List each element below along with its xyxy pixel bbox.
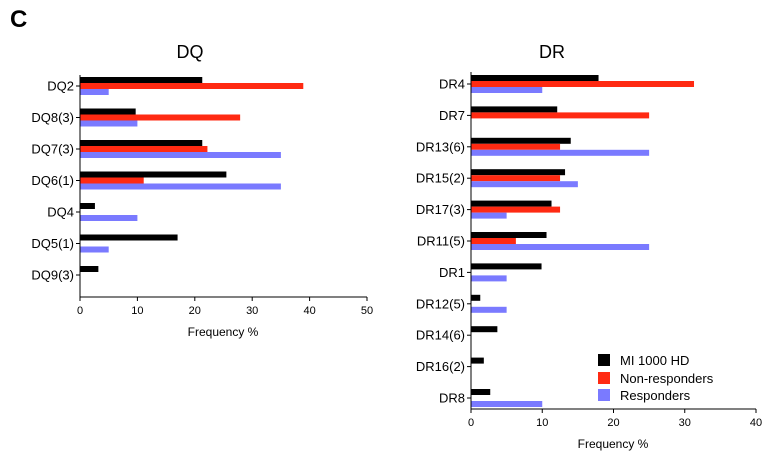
dr-bar-dr13-6-mi-1000-hd bbox=[471, 137, 571, 144]
dr-x-tick-label: 10 bbox=[536, 417, 548, 429]
dr-bar-dr11-5-mi-1000-hd bbox=[471, 232, 547, 238]
dq-category-label: DQ6(1) bbox=[31, 173, 74, 188]
dr-category-label: DR14(6) bbox=[416, 328, 465, 343]
dr-x-tick-label: 40 bbox=[750, 417, 762, 429]
dq-category-label: DQ8(3) bbox=[31, 110, 74, 125]
legend-swatch-mi-1000-hd bbox=[598, 354, 610, 366]
dr-bar-dr8-responders bbox=[471, 401, 543, 407]
dr-bar-dr17-3-mi-1000-hd bbox=[471, 200, 552, 207]
legend-label-non-responders: Non-responders bbox=[620, 371, 714, 386]
dq-category-label: DQ5(1) bbox=[31, 236, 74, 251]
dq-x-tick-label: 20 bbox=[189, 305, 201, 317]
dr-bar-dr15-2-responders bbox=[471, 181, 578, 188]
dq-bar-dq9-3-mi-1000-hd bbox=[80, 266, 99, 272]
dr-x-tick-label: 30 bbox=[679, 417, 691, 429]
dq-bar-dq7-3-non-responders bbox=[80, 146, 208, 152]
dq-chart-title: DQ bbox=[177, 42, 204, 62]
dq-bar-dq2-non-responders bbox=[80, 83, 304, 89]
dq-bar-dq5-1-responders bbox=[80, 246, 109, 253]
dr-category-label: DR8 bbox=[439, 391, 465, 406]
dq-x-tick-label: 10 bbox=[131, 305, 143, 317]
dr-bar-dr17-3-responders bbox=[471, 212, 507, 219]
dq-chart: DQ Frequency % DQ2 DQ8(3) DQ7(3) DQ6(1) DQ4 D… bbox=[31, 42, 373, 339]
dq-bar-dq2-mi-1000-hd bbox=[80, 77, 203, 83]
dr-bar-dr12-5-responders bbox=[471, 306, 507, 313]
legend-label-responders: Responders bbox=[620, 388, 691, 403]
dr-bar-dr1-mi-1000-hd bbox=[471, 263, 542, 270]
dr-bar-dr15-2-non-responders bbox=[471, 175, 561, 182]
dq-category-label: DQ9(3) bbox=[31, 268, 74, 283]
dr-bar-dr15-2-mi-1000-hd bbox=[471, 169, 566, 176]
dr-bar-dr12-5-mi-1000-hd bbox=[471, 294, 481, 301]
dq-x-axis-label: Frequency % bbox=[188, 325, 259, 339]
dr-bar-dr4-mi-1000-hd bbox=[471, 75, 599, 81]
dq-bar-dq8-3-non-responders bbox=[80, 114, 241, 121]
dq-x-tick-label: 30 bbox=[246, 305, 258, 317]
dq-bar-dq8-3-responders bbox=[80, 120, 138, 127]
dr-category-label: DR11(5) bbox=[417, 234, 465, 249]
dr-bar-dr4-responders bbox=[471, 87, 543, 93]
dq-category-label: DQ7(3) bbox=[31, 142, 74, 157]
dr-bar-dr4-non-responders bbox=[471, 81, 695, 87]
dr-bar-dr13-6-responders bbox=[471, 149, 650, 156]
dr-bar-dr11-5-responders bbox=[471, 244, 650, 250]
dq-bar-dq7-3-mi-1000-hd bbox=[80, 140, 203, 146]
dq-x-tick-label: 0 bbox=[77, 305, 83, 317]
dr-chart: DR Frequency % DR4 DR7 DR13(6) DR15(2) DR17(… bbox=[416, 42, 762, 451]
dr-bar-dr13-6-non-responders bbox=[471, 143, 561, 150]
dr-chart-title: DR bbox=[539, 42, 565, 62]
dr-category-label: DR4 bbox=[439, 77, 465, 92]
legend-swatch-responders bbox=[598, 389, 610, 401]
panel-label: C bbox=[10, 6, 28, 33]
dq-bar-dq6-1-mi-1000-hd bbox=[80, 171, 227, 178]
dr-category-label: DR17(3) bbox=[416, 202, 465, 217]
dq-bar-dq6-1-responders bbox=[80, 183, 281, 190]
dr-bar-dr14-6-mi-1000-hd bbox=[471, 326, 498, 333]
dq-bar-dq4-mi-1000-hd bbox=[80, 203, 95, 209]
dr-category-label: DR7 bbox=[439, 108, 465, 123]
legend-label-mi-1000-hd: MI 1000 HD bbox=[620, 353, 689, 368]
dr-bar-dr7-non-responders bbox=[471, 112, 650, 119]
dq-bar-dq8-3-mi-1000-hd bbox=[80, 108, 136, 115]
dq-bar-dq5-1-mi-1000-hd bbox=[80, 234, 178, 241]
dr-bar-dr1-responders bbox=[471, 275, 507, 282]
dr-bar-dr16-2-mi-1000-hd bbox=[471, 357, 484, 364]
dq-x-tick-label: 40 bbox=[303, 305, 315, 317]
dr-bar-dr17-3-non-responders bbox=[471, 206, 561, 213]
dq-bar-dq7-3-responders bbox=[80, 152, 281, 158]
dr-x-axis-label: Frequency % bbox=[578, 437, 649, 451]
dr-category-label: DR12(5) bbox=[416, 296, 465, 311]
dq-category-label: DQ4 bbox=[47, 205, 74, 220]
dr-x-tick-label: 0 bbox=[468, 417, 474, 429]
chart-legend: MI 1000 HD Non-responders Responders bbox=[598, 353, 714, 403]
dq-x-tick-label: 50 bbox=[361, 305, 373, 317]
dr-bar-dr7-mi-1000-hd bbox=[471, 106, 558, 113]
dr-bar-dr11-5-non-responders bbox=[471, 238, 516, 244]
dq-bar-dq6-1-non-responders bbox=[80, 177, 144, 184]
dr-category-label: DR15(2) bbox=[416, 171, 465, 186]
dr-bar-dr8-mi-1000-hd bbox=[471, 389, 491, 395]
dr-category-label: DR1 bbox=[439, 265, 465, 280]
dr-x-tick-label: 20 bbox=[607, 417, 619, 429]
dr-category-label: DR13(6) bbox=[416, 139, 465, 154]
dq-category-label: DQ2 bbox=[47, 79, 74, 94]
dq-bar-dq4-responders bbox=[80, 215, 138, 221]
legend-swatch-non-responders bbox=[598, 372, 610, 384]
dr-category-label: DR16(2) bbox=[416, 359, 465, 374]
dq-bar-dq2-responders bbox=[80, 89, 109, 95]
